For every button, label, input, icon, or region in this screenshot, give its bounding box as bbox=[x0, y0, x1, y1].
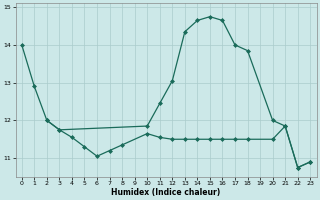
X-axis label: Humidex (Indice chaleur): Humidex (Indice chaleur) bbox=[111, 188, 221, 197]
